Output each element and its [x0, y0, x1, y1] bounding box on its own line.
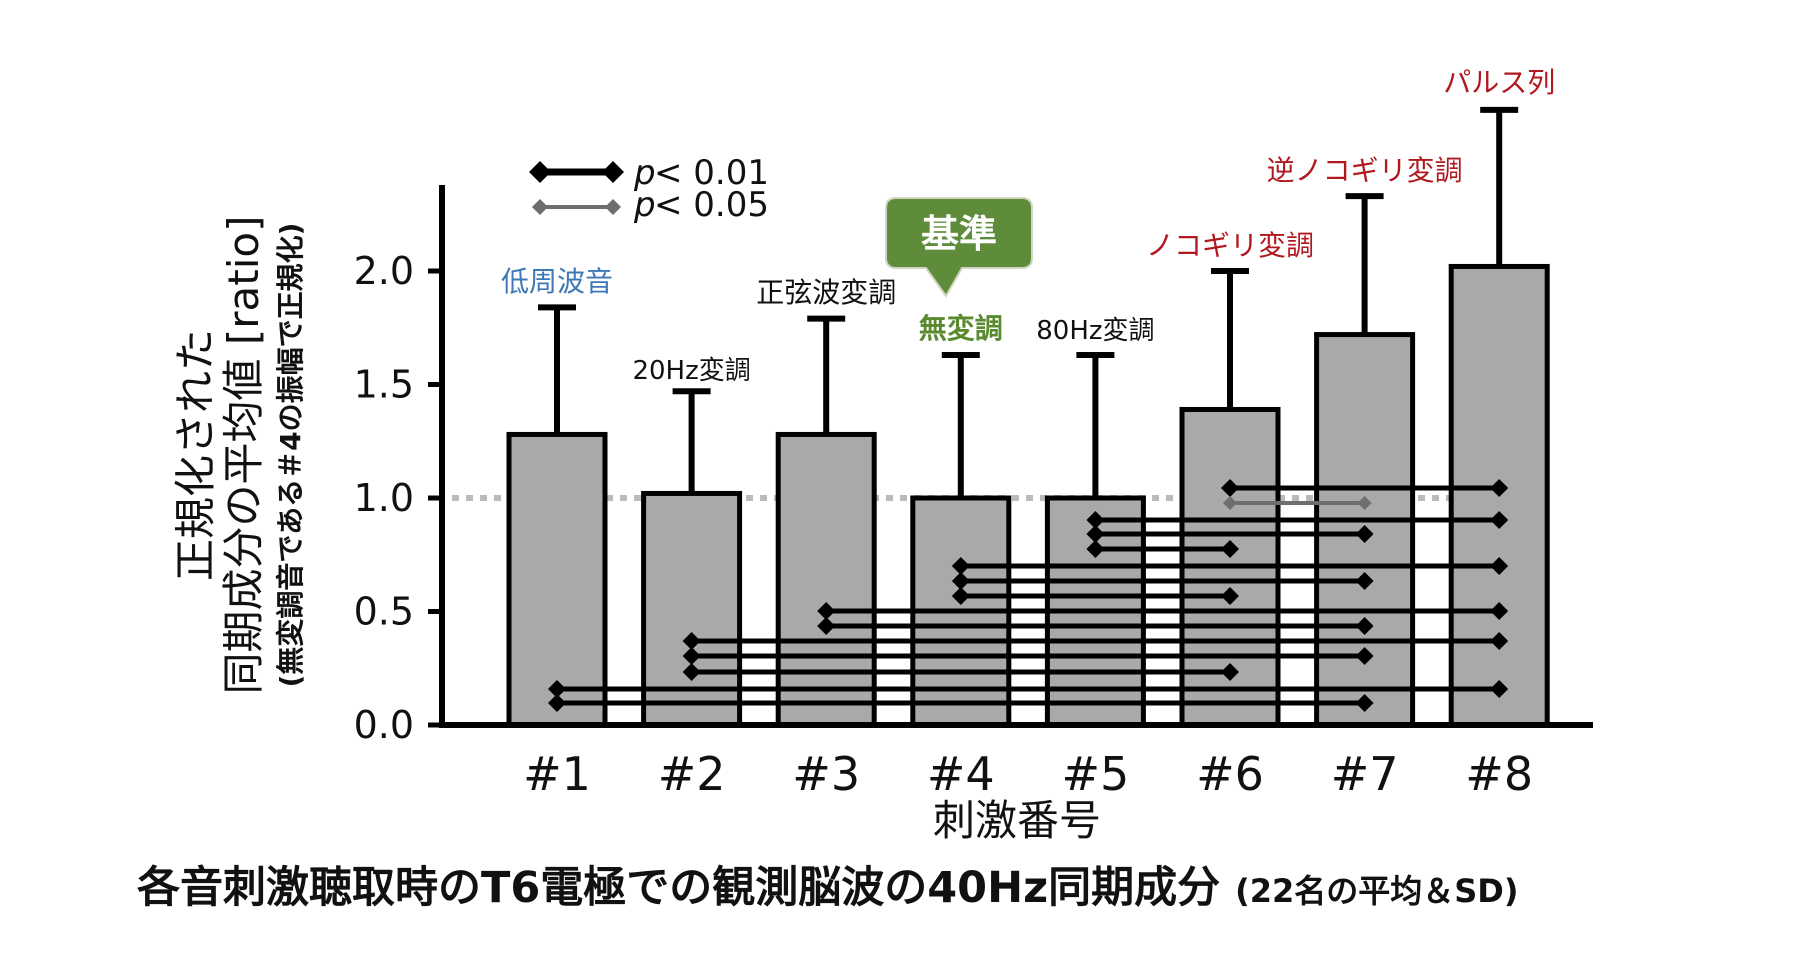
legend-p01-label: < 0.01	[654, 153, 769, 193]
significance-diamond	[1086, 525, 1105, 543]
x-tick-label: #2	[658, 747, 726, 801]
significance-diamond	[548, 680, 566, 698]
significance-diamond	[1086, 540, 1105, 558]
significance-diamond	[817, 617, 836, 635]
x-tick-label: #7	[1331, 747, 1399, 801]
significance-diamond	[1221, 479, 1239, 497]
legend-p05-label: < 0.05	[654, 185, 769, 225]
significance-diamond	[817, 602, 836, 620]
significance-diamond	[548, 694, 566, 712]
legend-p05-diamond-left	[532, 199, 548, 215]
ylabel-note: (無変調音である＃4の振幅で正規化)	[274, 223, 307, 688]
x-tick-label: #6	[1196, 747, 1264, 801]
significance-diamond	[1490, 680, 1509, 698]
significance-diamond	[1086, 511, 1105, 529]
y-ticks: 0.0 0.5 1.0 1.5 2.0	[354, 249, 442, 747]
x-axis-title: 刺激番号	[933, 796, 1101, 845]
significance-diamond	[1355, 647, 1374, 665]
significance-diamond	[1490, 511, 1509, 529]
legend-p01-diamond-right	[602, 161, 624, 183]
legend-p01-diamond-left	[529, 161, 551, 183]
y-tick-label: 2.0	[354, 249, 414, 293]
stimulus-label: ノコギリ変調	[1146, 229, 1314, 262]
significance-diamond	[951, 572, 970, 590]
significance-diamond	[1355, 525, 1374, 543]
x-ticks: #1 #2 #3 #4 #5 #6 #7 #8	[523, 747, 1533, 801]
chart-title-main: 各音刺激聴取時のT6電極での観測脳波の40Hz同期成分	[137, 863, 1220, 913]
stimulus-label: 無変調	[919, 312, 1003, 345]
x-tick-label: #8	[1465, 747, 1533, 801]
significance-diamond	[1223, 496, 1237, 510]
significance-diamond	[1355, 694, 1374, 712]
y-tick-label: 0.0	[354, 703, 414, 747]
significance-diamond	[1221, 587, 1239, 605]
significance-lines	[548, 479, 1509, 712]
significance-diamond	[1490, 479, 1509, 497]
significance-diamond	[1490, 557, 1509, 575]
significance-diamond	[1221, 540, 1239, 558]
callout-bubble	[885, 197, 1033, 298]
y-tick-label: 1.0	[354, 476, 414, 520]
significance-diamond	[682, 632, 701, 650]
x-tick-label: #4	[927, 747, 995, 801]
bar	[641, 490, 743, 728]
significance-diamond	[682, 663, 701, 681]
x-tick-label: #1	[523, 747, 591, 801]
x-tick-label: #3	[792, 747, 860, 801]
significance-diamond	[1355, 617, 1374, 635]
chart-title: 各音刺激聴取時のT6電極での観測脳波の40Hz同期成分 (22名の平均＆SD)	[137, 863, 1519, 913]
stimulus-label: 逆ノコギリ変調	[1267, 154, 1463, 187]
significance-diamond	[1490, 632, 1509, 650]
ylabel-line1: 正規化された	[171, 329, 220, 581]
significance-diamond	[951, 587, 970, 605]
significance-diamond	[1355, 572, 1374, 590]
significance-diamond	[682, 647, 701, 665]
x-tick-label: #5	[1061, 747, 1129, 801]
y-tick-label: 1.5	[354, 363, 414, 407]
legend: p < 0.01 p < 0.05	[529, 153, 769, 225]
bar	[506, 431, 608, 728]
stimulus-label: パルス列	[1443, 66, 1555, 99]
legend-p05-p: p	[633, 185, 656, 225]
reference-callout: 基準	[885, 197, 1033, 298]
axes	[439, 185, 1593, 728]
callout-text: 基準	[921, 212, 997, 256]
y-tick-label: 0.5	[354, 590, 414, 634]
ylabel-line2: 同期成分の平均値 [ratio]	[219, 216, 268, 695]
stimulus-label: 低周波音	[501, 265, 613, 298]
y-axis-title: 正規化された 同期成分の平均値 [ratio] (無変調音である＃4の振幅で正規…	[171, 216, 307, 695]
stimulus-label: 20Hz変調	[632, 356, 750, 386]
significance-diamond	[1357, 496, 1372, 510]
chart-title-note: (22名の平均＆SD)	[1235, 872, 1518, 910]
significance-diamond	[951, 557, 970, 575]
significance-diamond	[1490, 602, 1509, 620]
legend-p05-diamond-right	[605, 199, 621, 215]
stimulus-label: 正弦波変調	[756, 276, 896, 309]
bar	[775, 431, 877, 728]
stimulus-label: 80Hz変調	[1036, 316, 1154, 346]
significance-diamond	[1221, 663, 1239, 681]
legend-p01-p: p	[633, 153, 656, 193]
